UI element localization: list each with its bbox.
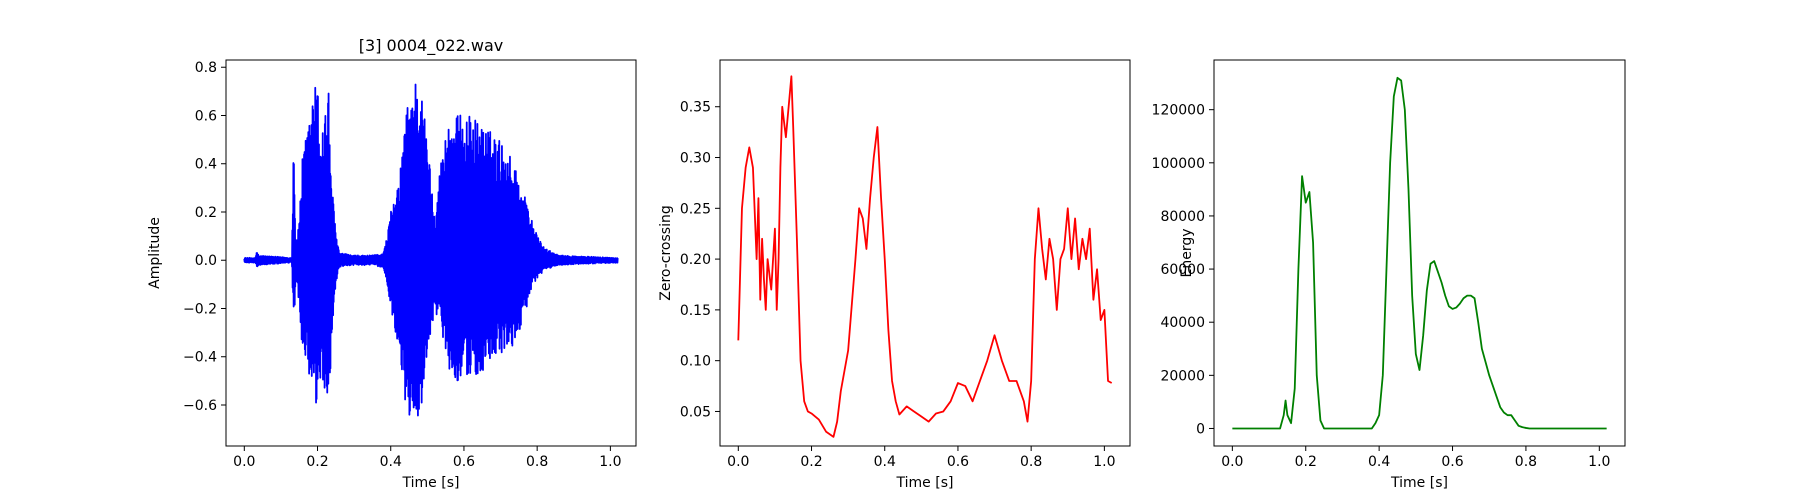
x-tick-label: 0.2: [1295, 454, 1317, 470]
axes-frame: [719, 59, 1131, 447]
x-tick-label: 0.8: [1515, 454, 1537, 470]
x-tick-label: 0.6: [453, 454, 475, 470]
y-tick-label: 0.4: [195, 157, 217, 173]
x-tick-label: 0.8: [526, 454, 548, 470]
y-tick-label: 40000: [1160, 315, 1205, 331]
y-tick-label: 120000: [1152, 103, 1205, 119]
zero-crossing-plot: 0.0 0.2 0.4 0.6 0.8 1.0 0.05 0.10 0.15 0.20 0.25 0.…: [658, 59, 1131, 491]
y-tick-label: 0.2: [195, 205, 217, 221]
y-axis-label: Energy: [1179, 228, 1195, 277]
y-tick-label: 60000: [1160, 262, 1205, 278]
x-tick-label: 0.0: [727, 454, 749, 470]
y-tick-label: −0.6: [183, 398, 217, 414]
y-tick-label: 0.05: [680, 404, 711, 420]
energy-plot: 0.0 0.2 0.4 0.6 0.8 1.0 0 20000 40000 60000 80000 1…: [1152, 59, 1626, 491]
y-tick-label: 0.35: [680, 100, 711, 116]
y-tick-label: 0.8: [195, 60, 217, 76]
y-tick-label: 0.25: [680, 201, 711, 217]
y-tick-label: 0: [1196, 421, 1205, 437]
series-line: [737, 75, 1113, 438]
x-axis-label: Time [s]: [402, 475, 460, 491]
x-tick-label: 0.4: [380, 454, 402, 470]
plot-title: [3] 0004_022.wav: [359, 36, 503, 56]
x-tick-label: 1.0: [599, 454, 621, 470]
x-tick-label: 0.2: [800, 454, 822, 470]
x-tick-label: 0.4: [874, 454, 896, 470]
y-tick-label: 100000: [1152, 156, 1205, 172]
x-tick-label: 0.2: [306, 454, 328, 470]
x-tick-label: 0.6: [947, 454, 969, 470]
x-tick-label: 0.6: [1441, 454, 1463, 470]
y-axis-label: Zero-crossing: [658, 205, 674, 300]
x-tick-label: 0.4: [1368, 454, 1390, 470]
x-axis-label: Time [s]: [896, 475, 954, 491]
x-axis-label: Time [s]: [1390, 475, 1448, 491]
x-tick-label: 0.0: [233, 454, 255, 470]
x-tick-label: 1.0: [1093, 454, 1115, 470]
x-tick-label: 1.0: [1588, 454, 1610, 470]
y-tick-label: 0.20: [680, 252, 711, 268]
series-line: [243, 83, 619, 417]
y-axis-label: Amplitude: [147, 217, 163, 289]
amplitude-plot: 0.0 0.2 0.4 0.6 0.8 1.0 −0.6 −0.4 −0.2 0.0 0.2 0.4 0…: [147, 36, 637, 491]
y-tick-label: 0.10: [680, 354, 711, 370]
y-tick-label: −0.4: [183, 350, 217, 366]
axes-frame: [1213, 59, 1626, 447]
x-tick-label: 0.0: [1221, 454, 1243, 470]
x-tick-label: 0.8: [1020, 454, 1042, 470]
axes-frame: [225, 59, 637, 447]
y-tick-label: 20000: [1160, 368, 1205, 384]
y-tick-label: 80000: [1160, 209, 1205, 225]
y-tick-label: −0.2: [183, 301, 217, 317]
series-line: [1232, 76, 1607, 430]
y-tick-label: 0.0: [195, 253, 217, 269]
y-tick-label: 0.30: [680, 151, 711, 167]
y-tick-label: 0.15: [680, 303, 711, 319]
y-tick-label: 0.6: [195, 108, 217, 124]
